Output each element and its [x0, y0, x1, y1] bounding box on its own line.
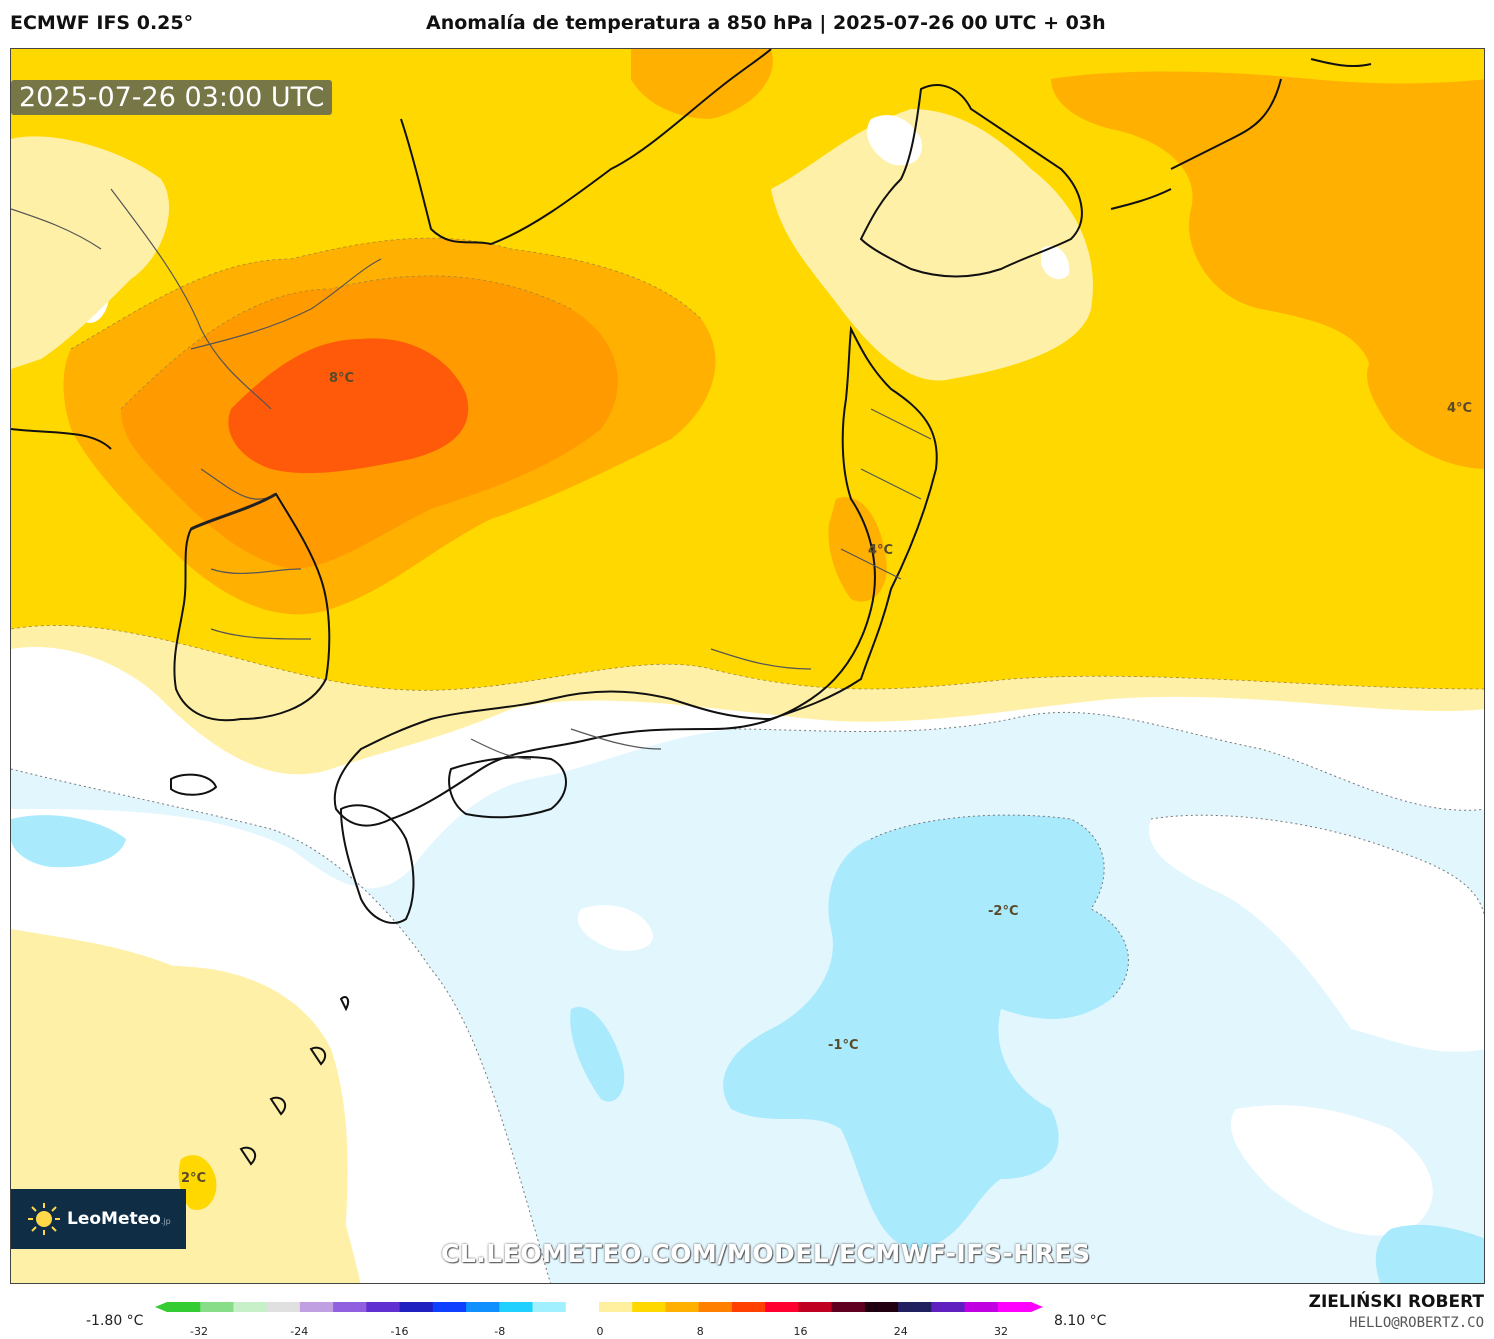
contour-label: 8°C — [329, 371, 355, 386]
anomaly-pale-yellow-north — [771, 109, 1093, 381]
colorbar-segment — [399, 1302, 434, 1312]
colorbar-tick-label: 32 — [994, 1325, 1008, 1338]
contour-label: 4°C — [1447, 401, 1473, 416]
contour-label: -2°C — [988, 904, 1019, 919]
colorbar-segment — [665, 1302, 700, 1312]
colorbar-segment — [632, 1302, 666, 1312]
colorbar-tick-label: 16 — [793, 1325, 808, 1338]
author-email[interactable]: HELLO@ROBERTZ.CO — [1349, 1315, 1484, 1331]
colorbar-segment — [731, 1302, 766, 1312]
colorbar-extend-max — [1031, 1302, 1043, 1312]
temperature-anomaly-map: 2025-07-26 03:00 UTC 8°C 4°C 4°C -2°C -1… — [10, 48, 1485, 1284]
colorbar-segment — [233, 1302, 268, 1312]
logo-text: LeoMeteo.jp — [67, 1209, 171, 1229]
contour-lines-warm — [11, 237, 1484, 691]
colorbar-segment — [931, 1302, 966, 1312]
colorbar-segment — [266, 1302, 301, 1312]
colorbar-segment — [831, 1302, 866, 1312]
colorbar-max-label: 8.10 °C — [1054, 1313, 1107, 1329]
map-canvas — [11, 49, 1484, 1283]
colorbar-segment — [366, 1302, 401, 1312]
anomaly-white-patch — [577, 905, 653, 951]
contour-lines — [11, 711, 1484, 1283]
contour-label: 4°C — [868, 543, 894, 558]
colorbar-segment — [499, 1302, 534, 1312]
colorbar-segment — [997, 1302, 1032, 1312]
border-river — [190, 492, 277, 531]
anomaly-light-blue-patch — [1375, 1224, 1484, 1283]
anomaly-white-north — [867, 115, 922, 166]
leometeo-logo[interactable]: LeoMeteo.jp — [11, 1189, 186, 1249]
model-label: ECMWF IFS 0.25° — [10, 12, 194, 34]
colorbar — [155, 1302, 1043, 1312]
colorbar-min-label: -1.80 °C — [86, 1313, 144, 1329]
anomaly-light-blue-patch — [723, 815, 1129, 1249]
anomaly-white-patch — [1230, 1105, 1433, 1236]
colorbar-tick-label: 0 — [596, 1325, 604, 1338]
anomaly-orange-honshu — [828, 497, 887, 602]
colorbar-tick-label: 8 — [696, 1325, 704, 1338]
colorbar-segment — [798, 1302, 833, 1312]
anomaly-pale-blue-region — [11, 712, 1484, 1283]
colorbar-segment — [299, 1302, 334, 1312]
anomaly-yellow-sw — [178, 1155, 217, 1210]
colorbar-extend-min — [155, 1302, 167, 1312]
anomaly-deep-orange-zone — [228, 338, 469, 474]
source-url-watermark: CL.LEOMETEO.COM/MODEL/ECMWF-IFS-HRES — [441, 1239, 1091, 1268]
colorbar-segment — [432, 1302, 467, 1312]
anomaly-light-blue-patch — [11, 815, 126, 868]
anomaly-light-blue-patch — [570, 1007, 625, 1102]
colorbar-segment — [532, 1302, 567, 1312]
colorbar-segment — [466, 1302, 500, 1312]
colorbar-segment — [200, 1302, 234, 1312]
colorbar-segment — [333, 1302, 367, 1312]
colorbar-tick-label: 24 — [893, 1325, 908, 1338]
anomaly-white-patch — [1149, 815, 1484, 1052]
anomaly-pale-yellow-west — [11, 136, 170, 369]
colorbar-segment — [167, 1302, 201, 1312]
colorbar-segment — [964, 1302, 999, 1312]
coastlines — [11, 49, 1372, 1166]
colorbar-segment — [898, 1302, 932, 1312]
colorbar-tick-label: -24 — [290, 1325, 309, 1338]
sun-icon — [27, 1202, 61, 1236]
valid-time-badge: 2025-07-26 03:00 UTC — [11, 80, 333, 115]
colorbar-segment — [698, 1302, 733, 1312]
admin-boundaries — [11, 188, 932, 760]
colorbar-tick-label: -32 — [190, 1325, 208, 1338]
contour-label: 2°C — [181, 1171, 207, 1186]
author-name: ZIELIŃSKI ROBERT — [1308, 1292, 1484, 1312]
colorbar-tick-label: -16 — [390, 1325, 409, 1338]
colorbar-segment — [765, 1302, 799, 1312]
chart-title: Anomalía de temperatura a 850 hPa | 2025… — [426, 12, 1106, 34]
anomaly-white-north — [1041, 245, 1070, 280]
colorbar-segment — [599, 1302, 633, 1312]
colorbar-segment — [565, 1302, 600, 1312]
colorbar-segment — [864, 1302, 899, 1312]
anomaly-light-orange-ne — [1367, 351, 1484, 469]
colorbar-tick-label: -8 — [494, 1325, 506, 1338]
anomaly-light-orange-top — [631, 49, 773, 119]
contour-label: -1°C — [828, 1038, 859, 1053]
